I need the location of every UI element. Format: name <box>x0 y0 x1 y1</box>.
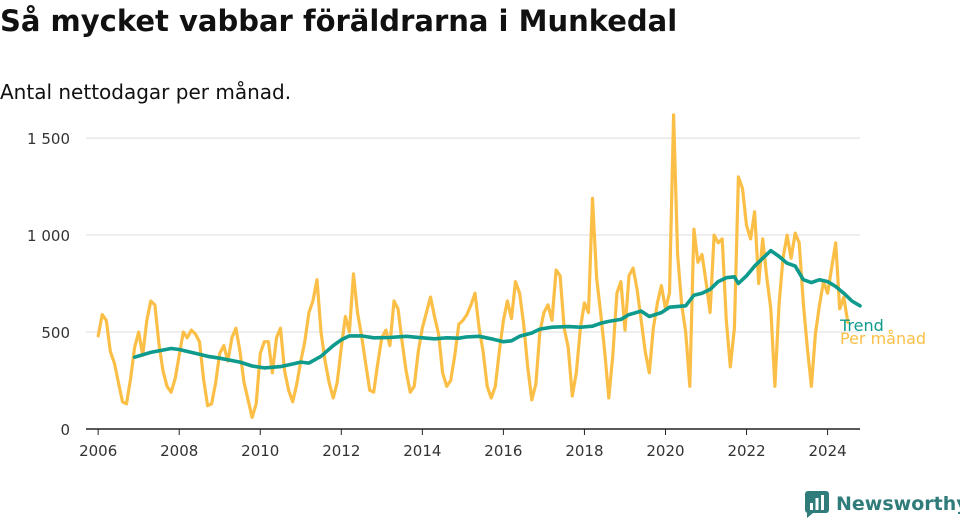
bar-chart-logo-icon <box>805 491 829 518</box>
x-tick-label: 2018 <box>565 442 603 460</box>
x-tick-label: 2016 <box>484 442 522 460</box>
x-tick-label: 2010 <box>241 442 279 460</box>
y-tick-label: 1 500 <box>27 130 70 148</box>
monthly-series-line <box>96 113 850 419</box>
x-tick-label: 2020 <box>646 442 684 460</box>
x-tick-label: 2012 <box>322 442 360 460</box>
y-tick-label: 1 000 <box>27 227 70 245</box>
brand-logo: Newsworthy <box>804 490 960 518</box>
x-tick-label: 2022 <box>727 442 765 460</box>
brand-name: Newsworthy <box>836 493 960 515</box>
y-tick-label: 500 <box>41 324 70 342</box>
x-tick-label: 2024 <box>808 442 846 460</box>
trend-series-line <box>132 248 862 370</box>
x-tick-label: 2006 <box>79 442 117 460</box>
x-tick-label: 2014 <box>403 442 441 460</box>
monthly-series-label: Per månad <box>840 329 926 348</box>
chart-subtitle: Antal nettodagar per månad. <box>0 80 292 104</box>
chart-title: Så mycket vabbar föräldrarna i Munkedal <box>0 4 678 38</box>
y-tick-label: 0 <box>60 421 70 439</box>
trend-series-label: Trend <box>839 316 884 335</box>
x-tick-label: 2008 <box>160 442 198 460</box>
